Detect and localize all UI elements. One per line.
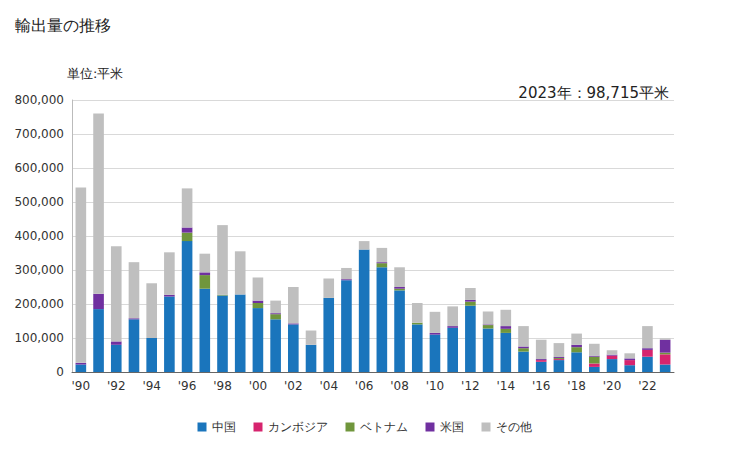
svg-text:'16: '16 — [532, 379, 551, 393]
svg-text:輸出量の推移: 輸出量の推移 — [15, 16, 111, 35]
svg-text:400,000: 400,000 — [14, 229, 64, 243]
svg-text:'94: '94 — [142, 379, 161, 393]
svg-text:0: 0 — [56, 365, 64, 379]
svg-text:'12: '12 — [461, 379, 480, 393]
svg-text:100,000: 100,000 — [14, 331, 64, 345]
svg-text:'02: '02 — [284, 379, 303, 393]
svg-text:その他: その他 — [496, 420, 532, 434]
svg-text:'92: '92 — [107, 379, 126, 393]
svg-text:中国: 中国 — [212, 420, 236, 434]
svg-text:単位:平米: 単位:平米 — [67, 66, 123, 81]
svg-text:米国: 米国 — [440, 420, 464, 434]
svg-text:700,000: 700,000 — [14, 127, 64, 141]
svg-text:200,000: 200,000 — [14, 297, 64, 311]
svg-text:'04: '04 — [319, 379, 338, 393]
svg-text:600,000: 600,000 — [14, 161, 64, 175]
svg-text:'18: '18 — [567, 379, 586, 393]
svg-text:300,000: 300,000 — [14, 263, 64, 277]
svg-text:'22: '22 — [638, 379, 657, 393]
svg-text:'90: '90 — [72, 379, 91, 393]
svg-text:'98: '98 — [213, 379, 232, 393]
svg-text:500,000: 500,000 — [14, 195, 64, 209]
svg-text:カンボジア: カンボジア — [268, 420, 328, 434]
svg-text:'10: '10 — [426, 379, 445, 393]
svg-text:'96: '96 — [178, 379, 197, 393]
svg-text:'00: '00 — [249, 379, 268, 393]
svg-text:ベトナム: ベトナム — [360, 420, 408, 434]
svg-text:800,000: 800,000 — [14, 93, 64, 107]
svg-text:'20: '20 — [603, 379, 622, 393]
svg-text:'08: '08 — [390, 379, 409, 393]
svg-text:2023年：98,715平米: 2023年：98,715平米 — [518, 84, 669, 102]
svg-text:'14: '14 — [497, 379, 516, 393]
svg-text:'06: '06 — [355, 379, 374, 393]
